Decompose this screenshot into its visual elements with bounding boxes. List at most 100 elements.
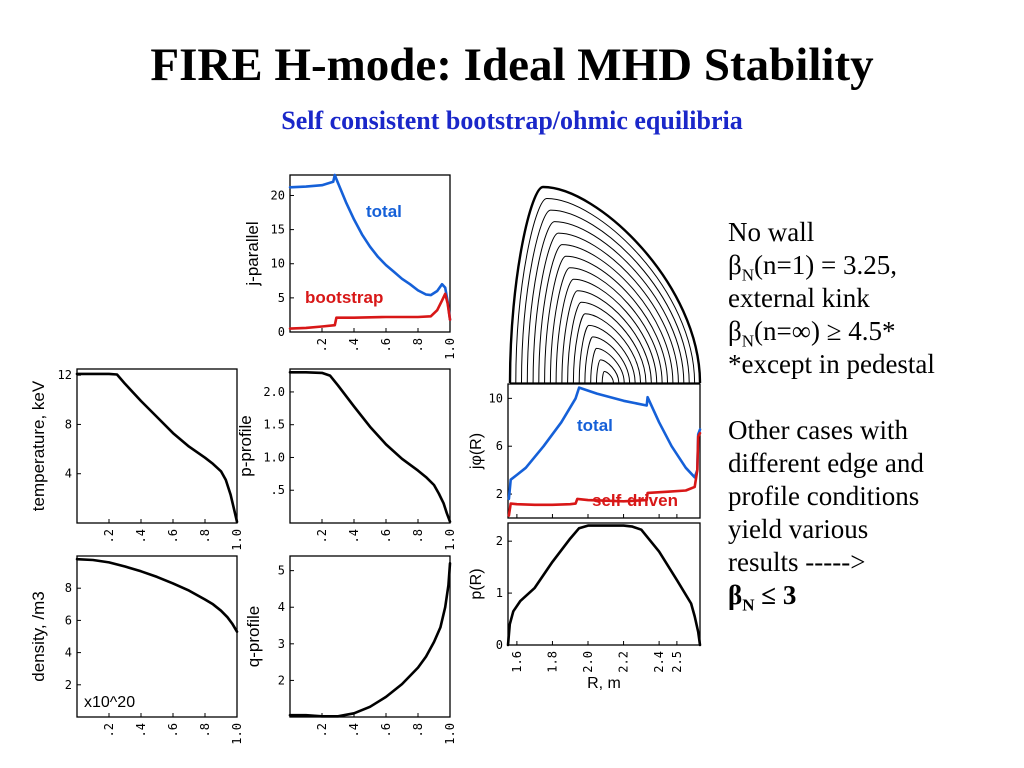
series-line-total bbox=[288, 173, 452, 321]
note-other-5: results -----> bbox=[728, 547, 866, 577]
y-tick-label: 10 bbox=[271, 257, 285, 271]
y-tick-label: 1.5 bbox=[263, 418, 285, 432]
x-tick-label: .8 bbox=[411, 529, 425, 543]
y-tick-label: 10 bbox=[489, 391, 503, 405]
note-other-3: profile conditions bbox=[728, 481, 920, 511]
y-tick-label: 4 bbox=[65, 467, 72, 481]
y-tick-label: 5 bbox=[278, 291, 285, 305]
x-tick-label: .8 bbox=[198, 529, 212, 543]
series-line-bootstrap bbox=[288, 292, 452, 330]
chart-p-profile: .5 1.0 1.5 2.0 .2 .4 .6 .8 1.0 p-profile bbox=[236, 368, 457, 551]
flux-surface bbox=[521, 209, 690, 384]
y-tick-label: 0 bbox=[278, 325, 285, 339]
chart-j-phi: 2 6 10 jφ(R) total self-driven bbox=[468, 383, 702, 519]
series-label-bootstrap: bootstrap bbox=[305, 288, 383, 307]
x-tick-label: 1.6 bbox=[510, 651, 524, 673]
y-axis-label: p(R) bbox=[468, 568, 485, 599]
note-no-wall: No wall bbox=[728, 217, 815, 247]
y-axis-label: density, /m3 bbox=[29, 591, 48, 681]
y-tick-label: 3 bbox=[278, 637, 285, 651]
flux-surface bbox=[561, 290, 652, 384]
y-tick-label: 15 bbox=[271, 223, 285, 237]
x-tick-label: .2 bbox=[315, 529, 329, 543]
y-tick-label: 2 bbox=[496, 487, 503, 501]
y-axis-label: j-parallel bbox=[243, 221, 262, 286]
series-line bbox=[288, 371, 452, 523]
x-tick-label: .2 bbox=[102, 723, 116, 737]
x-tick-label: .4 bbox=[347, 723, 361, 737]
flux-surface bbox=[584, 336, 631, 384]
x-tick-label: .4 bbox=[134, 529, 148, 543]
note-beta-ninf: βN(n=∞) ≥ 4.5* bbox=[728, 316, 896, 351]
x-tick-label: 2.5 bbox=[670, 651, 684, 673]
note-other-4: yield various bbox=[728, 514, 869, 544]
note-external-kink: external kink bbox=[728, 283, 870, 313]
x-tick-label: .6 bbox=[379, 723, 393, 737]
y-tick-label: 2 bbox=[65, 678, 72, 692]
slide-title: FIRE H-mode: Ideal MHD Stability bbox=[150, 39, 874, 91]
flux-surface bbox=[567, 301, 647, 384]
x-tick-label: 2.4 bbox=[652, 651, 666, 673]
flux-surface bbox=[601, 370, 614, 384]
notes-panel: No wall βN(n=1) = 3.25, external kink βN… bbox=[728, 216, 1018, 615]
flux-surface-plot bbox=[508, 185, 702, 384]
x-tick-label: 1.0 bbox=[443, 529, 457, 551]
series-line bbox=[75, 557, 239, 633]
x-tick-label: .8 bbox=[411, 723, 425, 737]
x-tick-label: .6 bbox=[166, 529, 180, 543]
note-final-bound: βN ≤ 3 bbox=[728, 580, 797, 615]
flux-surface bbox=[544, 255, 668, 384]
x-tick-label: 1.0 bbox=[443, 338, 457, 360]
flux-surface bbox=[538, 244, 674, 384]
plot-frame bbox=[76, 555, 238, 718]
plot-frame bbox=[76, 368, 238, 524]
plot-frame bbox=[507, 522, 701, 646]
note-beta-n1: βN(n=1) = 3.25, bbox=[728, 250, 897, 285]
note-spacer bbox=[728, 381, 1018, 414]
x-tick-label: .6 bbox=[379, 338, 393, 352]
x-tick-label: .8 bbox=[198, 723, 212, 737]
y-axis-label: jφ(R) bbox=[468, 433, 485, 470]
y-tick-label: 4 bbox=[278, 600, 285, 614]
chart-density: 2 4 6 8 .2 .4 .6 .8 1.0 density, /m3 x10^20 bbox=[29, 555, 244, 745]
y-tick-label: 8 bbox=[65, 581, 72, 595]
y-tick-label: 8 bbox=[65, 417, 72, 431]
x-tick-label: .2 bbox=[102, 529, 116, 543]
y-axis-label: q-profile bbox=[244, 606, 263, 667]
y-tick-label: 20 bbox=[271, 188, 285, 202]
x-tick-label: 1.0 bbox=[230, 723, 244, 745]
series-line-total bbox=[507, 386, 702, 501]
x-tick-label: 2.0 bbox=[581, 651, 595, 673]
x-tick-label: .8 bbox=[411, 338, 425, 352]
chart-p-R: 0 1 2 1.6 1.8 2.0 2.2 2.4 2.5 p(R) R, m bbox=[468, 522, 702, 692]
y-tick-label: 1.0 bbox=[263, 450, 285, 464]
plot-frame bbox=[289, 174, 451, 333]
flux-surface bbox=[590, 347, 625, 384]
x-axis-label: R, m bbox=[587, 675, 621, 692]
y-tick-label: 5 bbox=[278, 564, 285, 578]
series-line bbox=[288, 562, 452, 718]
flux-surface bbox=[526, 221, 685, 384]
x-tick-label: .6 bbox=[379, 529, 393, 543]
x-tick-label: 2.2 bbox=[617, 651, 631, 673]
x-tick-label: .4 bbox=[134, 723, 148, 737]
series-line bbox=[506, 524, 702, 647]
x-tick-label: .4 bbox=[347, 529, 361, 543]
series-label-total: total bbox=[577, 416, 613, 435]
x-tick-label: 1.0 bbox=[230, 529, 244, 551]
chart-q-profile: 2 3 4 5 .2 .4 .6 .8 1.0 q-profile bbox=[244, 555, 457, 745]
flux-surface bbox=[549, 267, 663, 384]
x-tick-label: .4 bbox=[347, 338, 361, 352]
note-except: *except in pedestal bbox=[728, 349, 935, 379]
y-axis-label: temperature, keV bbox=[29, 380, 48, 511]
y-tick-label: 4 bbox=[65, 646, 72, 660]
x-tick-label: .2 bbox=[315, 338, 329, 352]
x-tick-label: .2 bbox=[315, 723, 329, 737]
y-tick-label: 6 bbox=[496, 439, 503, 453]
y-tick-label: .5 bbox=[271, 483, 285, 497]
x-tick-label: .6 bbox=[166, 723, 180, 737]
series-line-self-driven bbox=[507, 431, 702, 517]
series-label-total: total bbox=[366, 202, 402, 221]
x-tick-label: 1.0 bbox=[443, 723, 457, 745]
